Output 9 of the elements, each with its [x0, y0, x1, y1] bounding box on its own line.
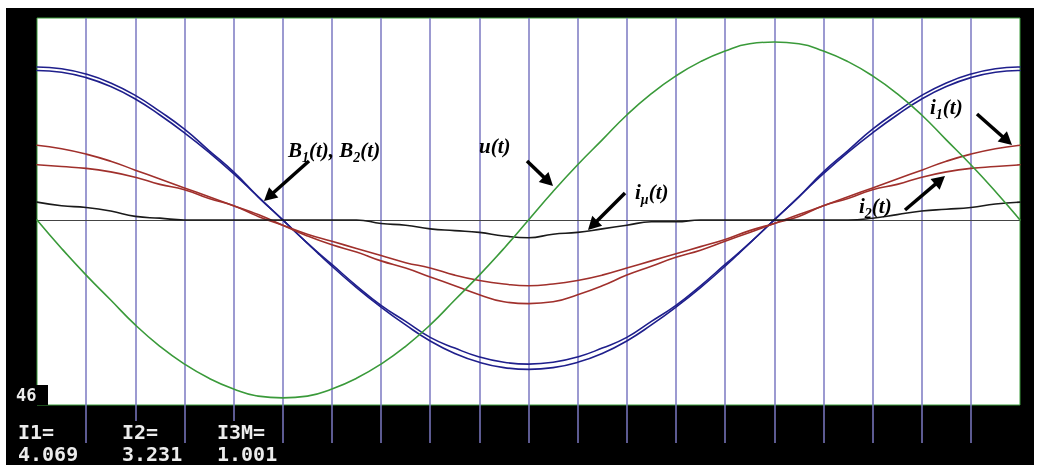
annotation: i$_{1}$(t) [930, 95, 963, 125]
annotation: i$_{μ}$(t) [635, 180, 669, 210]
text: 46 [6, 385, 49, 405]
text: I3M= 1.001 [217, 420, 278, 465]
text: I1= 4.069 [18, 420, 79, 465]
text: I2= 3.231 [122, 420, 183, 465]
annotation: B$_{1}$(t), B$_{2}$(t) [288, 138, 381, 168]
annotation: i$_{2}$(t) [859, 194, 892, 224]
annotation: u(t) [479, 134, 511, 158]
